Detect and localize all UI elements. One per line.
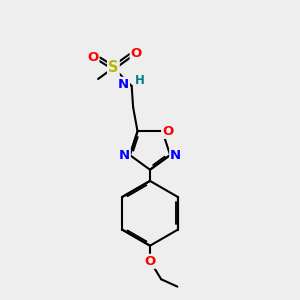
Text: N: N [119,149,130,163]
Text: O: O [162,125,173,138]
Text: S: S [108,60,119,75]
Text: O: O [87,51,98,64]
Text: O: O [144,255,156,268]
Text: H: H [135,74,145,87]
Text: N: N [170,149,181,163]
Text: O: O [131,46,142,60]
Text: N: N [118,78,129,91]
